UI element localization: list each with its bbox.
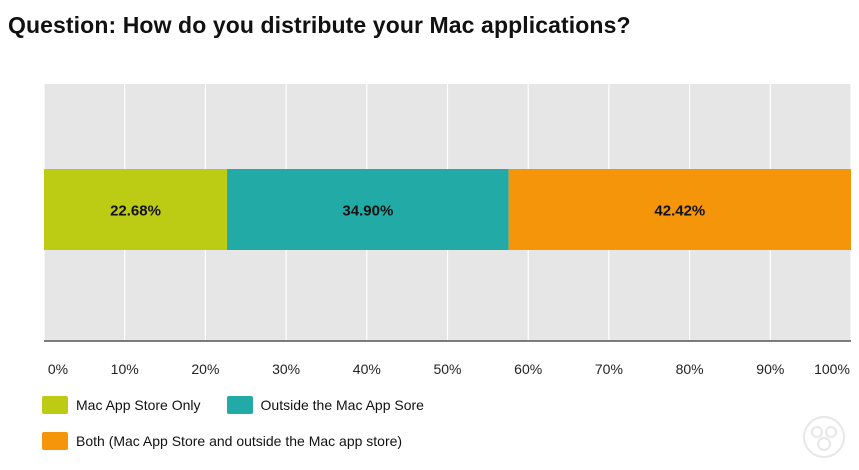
x-tick-label: 90%	[756, 361, 784, 377]
watermark-logo	[803, 416, 845, 458]
bar-value-label-2: 34.90%	[342, 203, 393, 220]
x-tick-label: 50%	[433, 361, 461, 377]
x-tick-label: 20%	[191, 361, 219, 377]
x-tick-label: 0%	[48, 361, 68, 377]
x-axis-ticks: 0% 10% 20% 30% 40% 50% 60% 70% 80% 90% 100%	[48, 361, 850, 377]
bar-segment-3	[508, 169, 851, 250]
bar-segment-2	[227, 169, 509, 250]
legend-swatch	[42, 396, 68, 414]
x-tick-label: 10%	[111, 361, 139, 377]
legend-swatch	[42, 432, 68, 450]
bar-segment-1	[44, 169, 228, 250]
x-tick-label: 70%	[595, 361, 623, 377]
legend-label: Outside the Mac App Sore	[260, 397, 424, 413]
legend-label: Mac App Store Only	[76, 397, 201, 413]
x-tick-label: 30%	[272, 361, 300, 377]
x-tick-label: 60%	[514, 361, 542, 377]
legend-label: Both (Mac App Store and outside the Mac …	[76, 433, 403, 449]
bar-value-label-3: 42.42%	[654, 203, 705, 220]
legend-swatch	[226, 396, 253, 414]
legend-row-1: Mac App Store Only Outside the Mac App S…	[42, 396, 450, 414]
x-tick-label: 100%	[814, 361, 850, 377]
bar-value-label-1: 22.68%	[110, 203, 161, 220]
legend-item-mac-app-store-only: Mac App Store Only	[42, 396, 201, 414]
bars: 22.68% 34.90% 42.42%	[44, 169, 851, 250]
x-tick-label: 80%	[676, 361, 704, 377]
legend-item-outside: Outside the Mac App Sore	[226, 396, 424, 414]
legend-row-2: Both (Mac App Store and outside the Mac …	[42, 432, 428, 450]
chart-title: Question: How do you distribute your Mac…	[8, 12, 631, 38]
x-tick-label: 40%	[353, 361, 381, 377]
legend-item-both: Both (Mac App Store and outside the Mac …	[42, 432, 402, 450]
